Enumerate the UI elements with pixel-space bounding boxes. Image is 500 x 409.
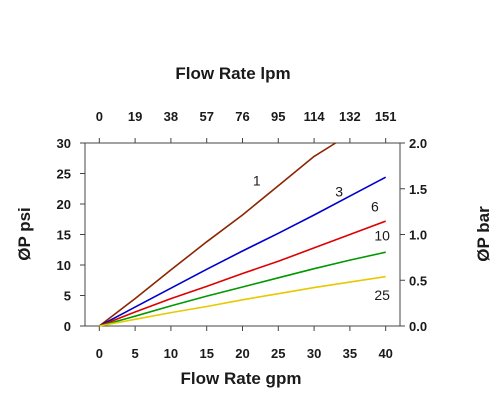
series-line-10: [99, 251, 386, 327]
x2-tick-label: 132: [339, 109, 361, 124]
series-line-6: [99, 220, 386, 327]
y2-tick-label: 1.5: [409, 182, 427, 197]
series-label-3: 3: [335, 184, 343, 200]
left-axis-title: ØP psi: [15, 207, 34, 261]
right-axis-title: ØP bar: [474, 206, 493, 262]
x2-tick-label: 151: [375, 109, 397, 124]
x2-tick-label: 38: [164, 109, 178, 124]
plot-frame: [84, 142, 401, 327]
x2-tick-label: 57: [199, 109, 213, 124]
series-line-1: [98, 142, 337, 327]
x-tick-label: 20: [235, 346, 249, 361]
y-tick-label: 5: [64, 289, 71, 304]
x2-tick-label: 114: [304, 109, 326, 124]
series-label-1: 1: [253, 173, 261, 189]
x2-tick-label: 19: [128, 109, 142, 124]
x2-tick-label: 76: [235, 109, 249, 124]
y2-tick-label: 0.5: [409, 273, 427, 288]
x-tick-label: 15: [199, 346, 213, 361]
top-axis-title: Flow Rate lpm: [175, 64, 290, 83]
x-tick-label: 40: [378, 346, 392, 361]
x2-tick-label: 95: [271, 109, 285, 124]
x-tick-label: 5: [131, 346, 138, 361]
x-tick-label: 35: [343, 346, 357, 361]
x-tick-label: 10: [164, 346, 178, 361]
y-tick-label: 30: [57, 136, 71, 151]
y2-tick-label: 0.0: [409, 319, 427, 334]
x-tick-label: 30: [307, 346, 321, 361]
x2-tick-label: 0: [96, 109, 103, 124]
series-line-3: [98, 176, 387, 327]
y2-tick-label: 2.0: [409, 136, 427, 151]
y2-tick-label: 1.0: [409, 228, 427, 243]
y-tick-label: 15: [57, 228, 71, 243]
series-label-25: 25: [374, 287, 390, 303]
bottom-axis-title: Flow Rate gpm: [181, 369, 302, 388]
y-tick-label: 0: [64, 319, 71, 334]
series-label-10: 10: [374, 228, 390, 244]
y-tick-label: 25: [57, 167, 71, 182]
y-tick-label: 10: [57, 258, 71, 273]
y-tick-label: 20: [57, 197, 71, 212]
series-label-6: 6: [371, 198, 379, 214]
x-tick-label: 25: [271, 346, 285, 361]
series-line-25: [99, 275, 386, 327]
x-tick-label: 0: [96, 346, 103, 361]
